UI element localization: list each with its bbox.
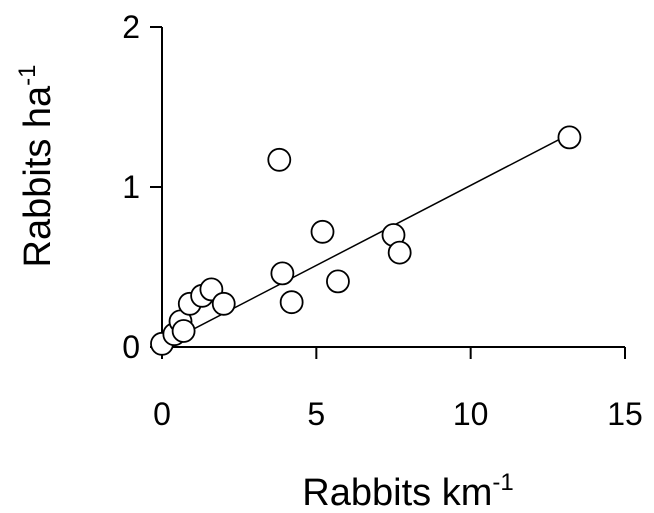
data-point — [387, 240, 412, 265]
data-point — [310, 219, 335, 244]
ticks: 0 1 2 0 5 10 15 — [122, 9, 643, 432]
x-axis-title-superscript: -1 — [492, 469, 513, 496]
x-axis-title: Rabbits km-1 — [302, 469, 513, 513]
data-point — [279, 290, 304, 315]
x-axis-title-text: Rabbits km — [302, 472, 492, 513]
x-tick-label: 10 — [453, 396, 489, 432]
x-tick-label: 5 — [307, 396, 325, 432]
data-point — [267, 147, 292, 172]
y-axis-title-text: Rabbits ha — [17, 85, 59, 268]
y-tick-label: 1 — [122, 169, 140, 205]
data-points — [150, 125, 582, 356]
y-tick-label: 2 — [122, 9, 140, 45]
y-axis-title: Rabbits ha-1 — [14, 64, 59, 267]
x-tick-label: 15 — [607, 396, 643, 432]
y-axis-title-superscript: -1 — [14, 64, 41, 85]
data-point — [211, 291, 236, 316]
data-point — [557, 125, 582, 150]
data-point — [171, 319, 196, 343]
data-point — [326, 269, 350, 294]
y-tick-label: 0 — [122, 329, 140, 365]
data-point — [270, 261, 295, 286]
x-tick-label: 0 — [153, 396, 171, 432]
